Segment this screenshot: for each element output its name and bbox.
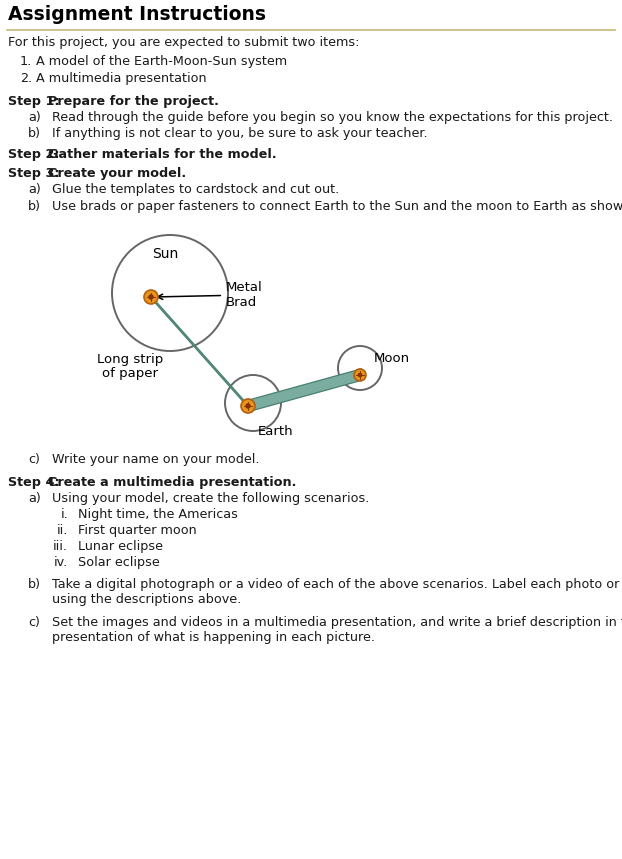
Text: Gather materials for the model.: Gather materials for the model.: [48, 148, 277, 161]
Text: c): c): [28, 453, 40, 466]
Text: ii.: ii.: [57, 524, 68, 537]
Text: Long strip: Long strip: [97, 353, 163, 366]
Text: If anything is not clear to you, be sure to ask your teacher.: If anything is not clear to you, be sure…: [52, 127, 428, 140]
Text: Using your model, create the following scenarios.: Using your model, create the following s…: [52, 492, 369, 505]
Text: Step 3:: Step 3:: [8, 167, 64, 180]
Text: iv.: iv.: [53, 556, 68, 569]
Text: Sun: Sun: [152, 247, 178, 261]
Text: of paper: of paper: [102, 367, 158, 380]
Text: Create a multimedia presentation.: Create a multimedia presentation.: [48, 476, 296, 489]
Text: Set the images and videos in a multimedia presentation, and write a brief descri: Set the images and videos in a multimedi…: [52, 616, 622, 629]
Text: a): a): [28, 111, 41, 124]
Text: First quarter moon: First quarter moon: [78, 524, 197, 537]
Text: b): b): [28, 127, 41, 140]
Circle shape: [144, 290, 158, 304]
Text: Glue the templates to cardstock and cut out.: Glue the templates to cardstock and cut …: [52, 183, 339, 196]
Circle shape: [354, 369, 366, 381]
Text: a): a): [28, 183, 41, 196]
Text: b): b): [28, 200, 41, 213]
Text: Assignment Instructions: Assignment Instructions: [8, 5, 266, 24]
Text: Moon: Moon: [374, 352, 410, 365]
Polygon shape: [146, 293, 253, 411]
Text: 2.: 2.: [20, 72, 32, 85]
Circle shape: [246, 404, 250, 408]
Text: c): c): [28, 616, 40, 629]
Text: Step 1:: Step 1:: [8, 95, 64, 108]
Circle shape: [241, 399, 255, 413]
Text: a): a): [28, 492, 41, 505]
Polygon shape: [246, 369, 362, 412]
Text: Create your model.: Create your model.: [48, 167, 186, 180]
Circle shape: [149, 295, 153, 299]
Text: iii.: iii.: [53, 540, 68, 553]
Text: b): b): [28, 578, 41, 591]
Text: presentation of what is happening in each picture.: presentation of what is happening in eac…: [52, 631, 375, 644]
Text: Lunar eclipse: Lunar eclipse: [78, 540, 163, 553]
Text: Read through the guide before you begin so you know the expectations for this pr: Read through the guide before you begin …: [52, 111, 613, 124]
Text: Earth: Earth: [258, 425, 294, 438]
Text: 1.: 1.: [20, 55, 32, 68]
Text: Take a digital photograph or a video of each of the above scenarios. Label each : Take a digital photograph or a video of …: [52, 578, 622, 591]
Text: Solar eclipse: Solar eclipse: [78, 556, 160, 569]
Text: Metal
Brad: Metal Brad: [157, 281, 262, 309]
Text: Step 4:: Step 4:: [8, 476, 64, 489]
Text: A model of the Earth-Moon-Sun system: A model of the Earth-Moon-Sun system: [36, 55, 287, 68]
Text: Step 2:: Step 2:: [8, 148, 64, 161]
Text: Use brads or paper fasteners to connect Earth to the Sun and the moon to Earth a: Use brads or paper fasteners to connect …: [52, 200, 622, 213]
Text: using the descriptions above.: using the descriptions above.: [52, 593, 241, 606]
Text: i.: i.: [60, 508, 68, 521]
Text: A multimedia presentation: A multimedia presentation: [36, 72, 207, 85]
Text: Write your name on your model.: Write your name on your model.: [52, 453, 259, 466]
Text: For this project, you are expected to submit two items:: For this project, you are expected to su…: [8, 36, 360, 49]
Circle shape: [358, 373, 362, 377]
Text: Night time, the Americas: Night time, the Americas: [78, 508, 238, 521]
Text: Prepare for the project.: Prepare for the project.: [48, 95, 219, 108]
